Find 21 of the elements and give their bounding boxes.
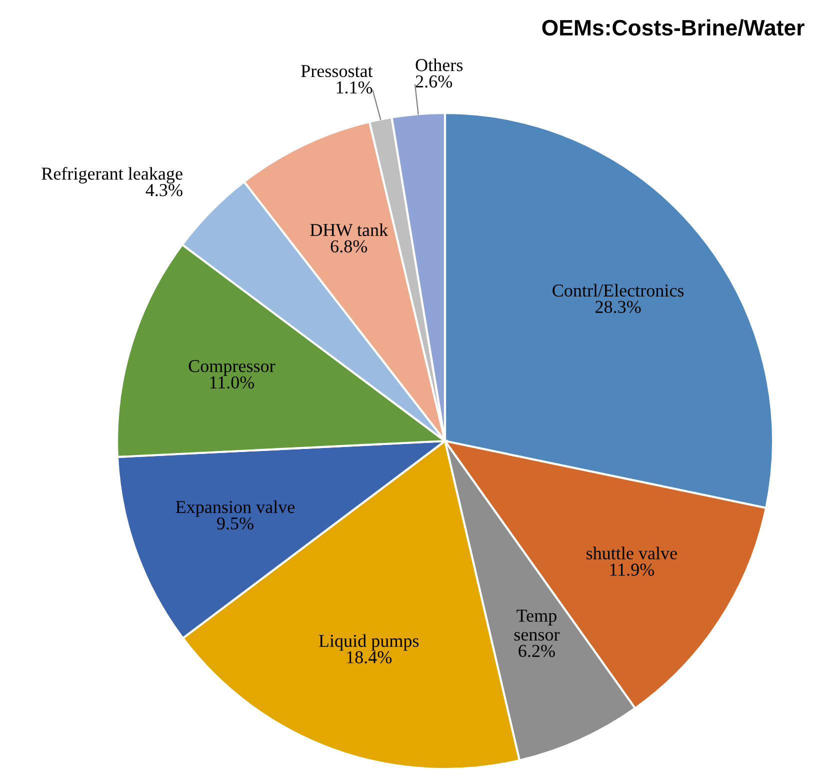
data-label: 6.8%: [330, 240, 368, 253]
slice-label: Refrigerant leakage: [42, 166, 182, 184]
slice-label: DHW tank: [310, 223, 388, 236]
data-label: 9.5%: [217, 517, 254, 530]
data-label: 2.6%: [416, 75, 452, 88]
slice-label: Others: [416, 58, 463, 72]
slice-label: Temp sensor: [514, 610, 560, 641]
data-label: 6.2%: [518, 644, 555, 658]
slice-label: Contrl/Electronics: [552, 284, 684, 297]
slice-label: Compressor: [188, 360, 276, 376]
data-label: 18.4%: [347, 651, 392, 664]
data-label: 28.3%: [596, 300, 641, 314]
slice-label: Liquid pumps: [318, 634, 419, 651]
data-label: 1.1%: [336, 81, 372, 94]
slice-label: Pressostat: [301, 65, 373, 78]
slice-label: Expansion valve: [176, 500, 295, 517]
data-label: 11.0%: [210, 376, 254, 389]
slice-label: shuttle valve: [586, 546, 677, 560]
chart-title: OEMs:Costs-Brine/Water: [542, 19, 804, 36]
data-label: 11.9%: [610, 564, 654, 576]
data-label: 4.3%: [146, 184, 182, 196]
